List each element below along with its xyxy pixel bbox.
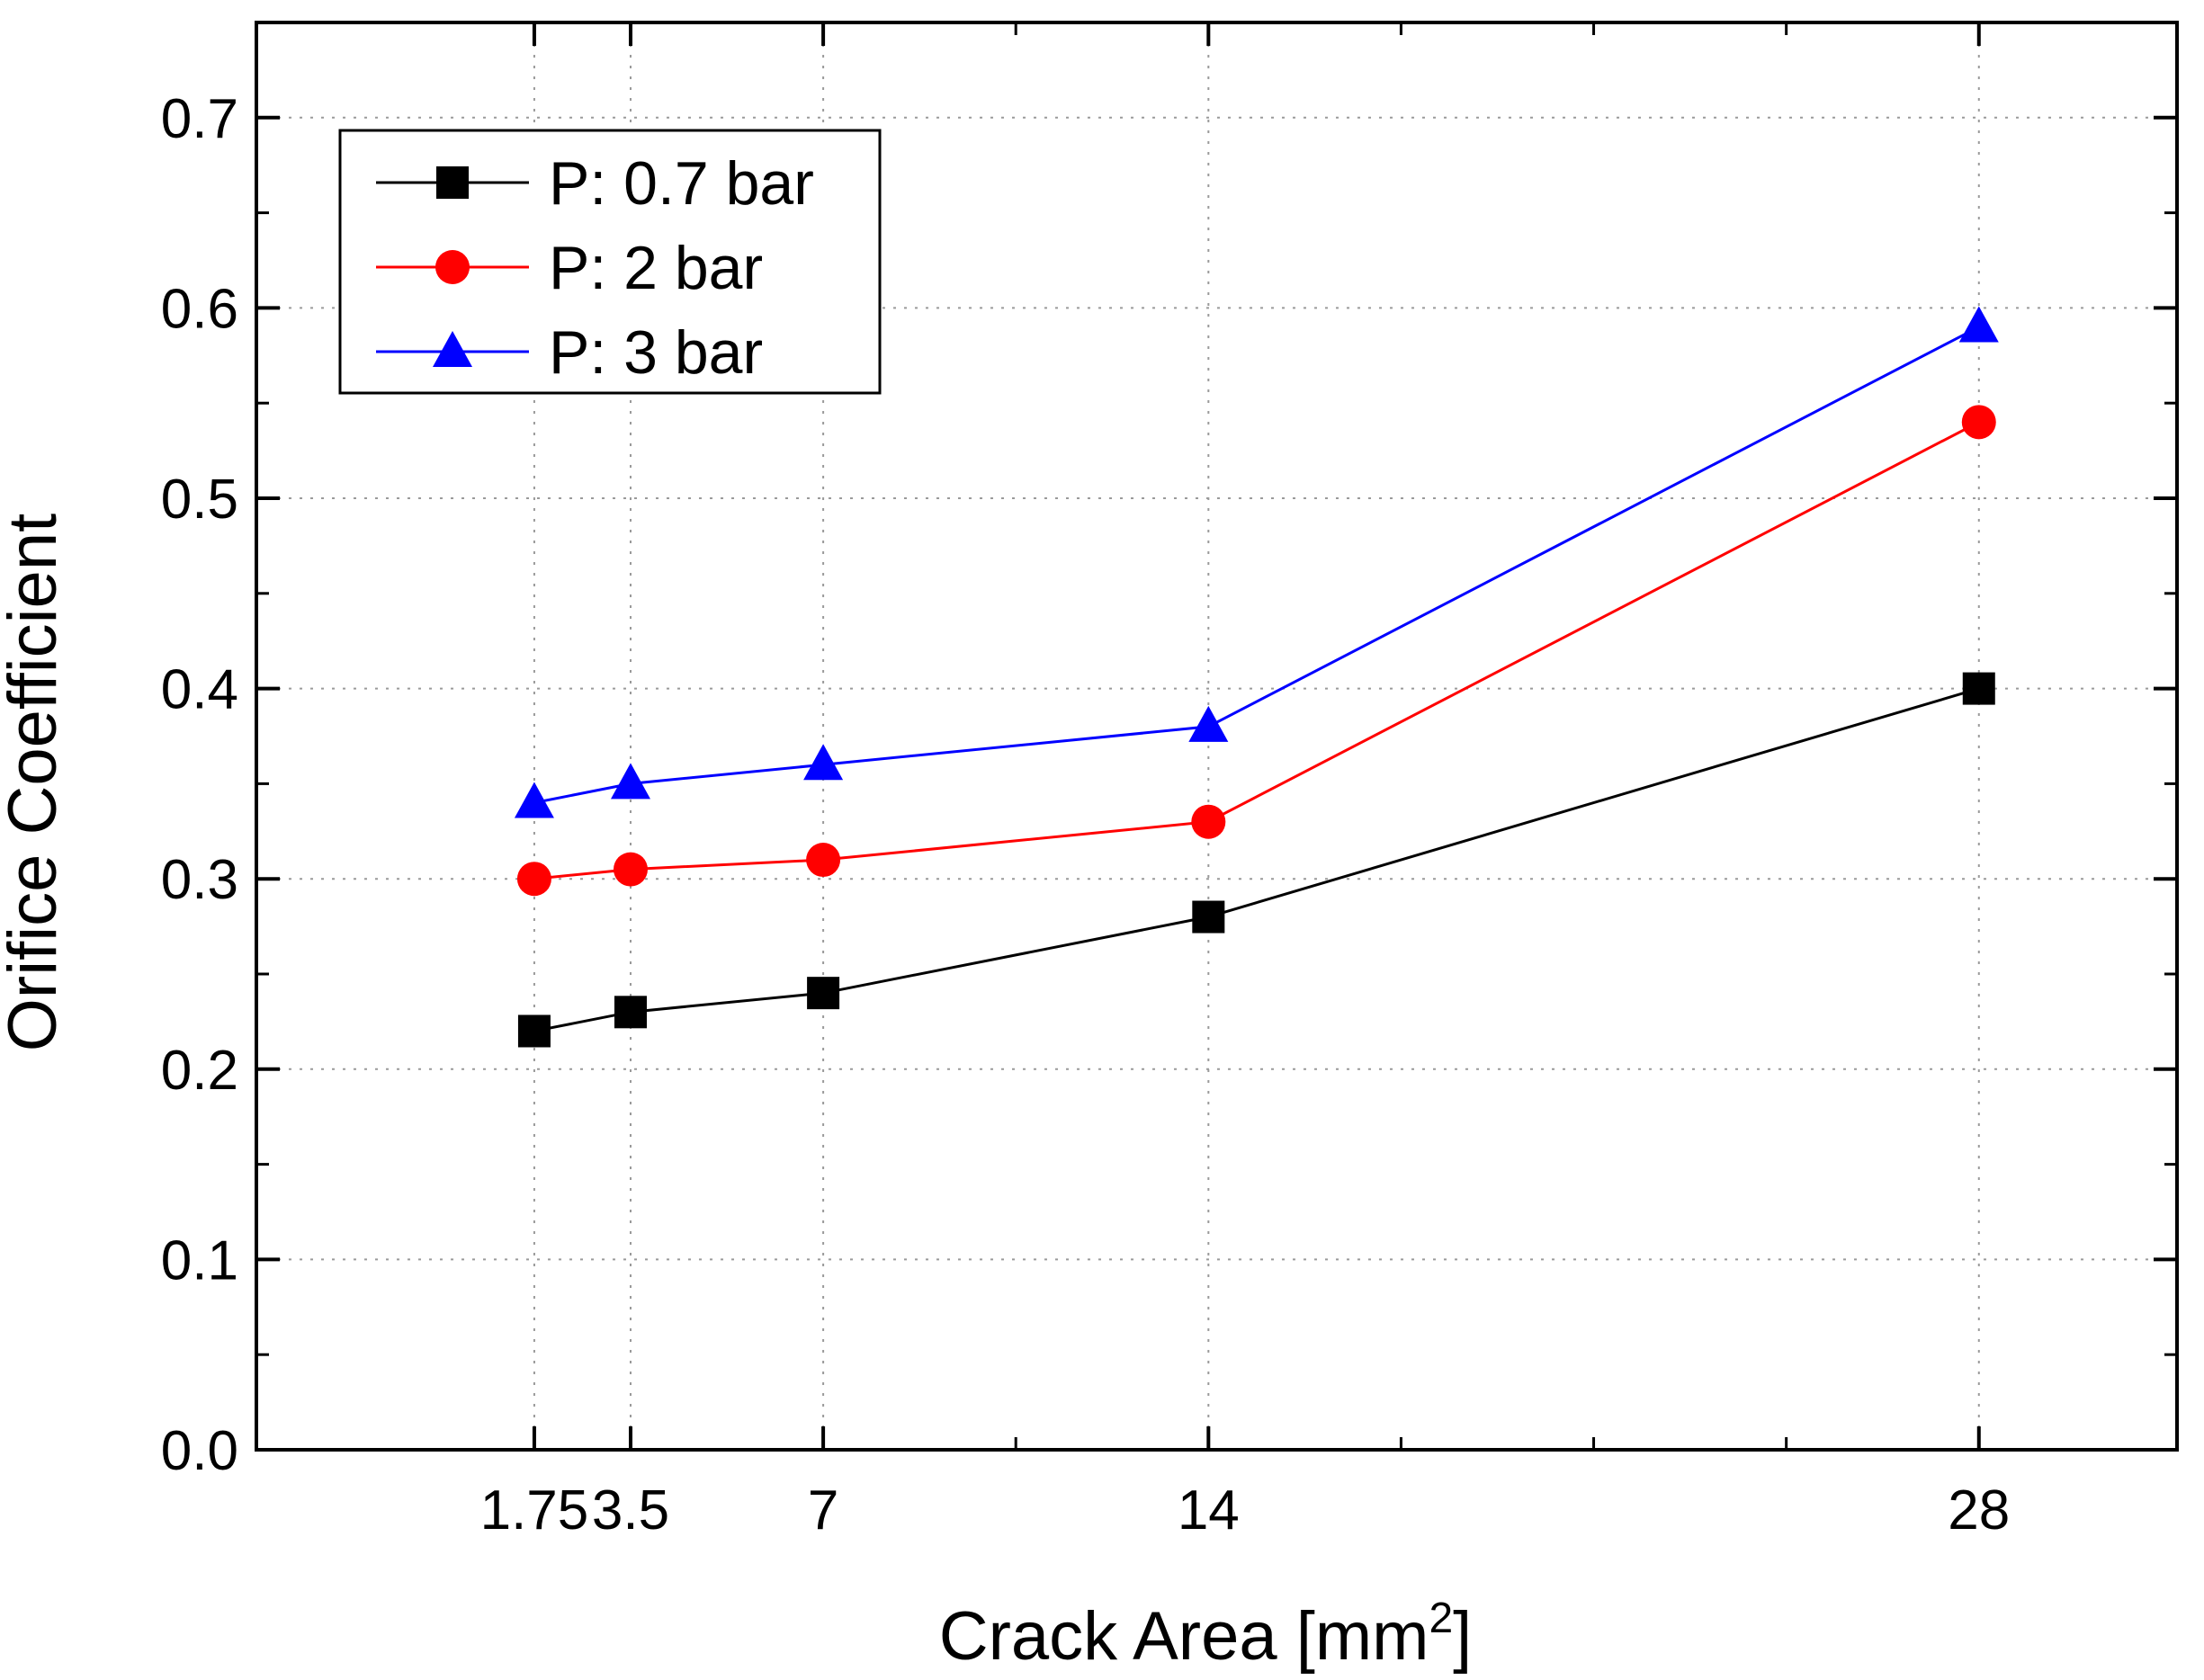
y-tick-label: 0.5 <box>161 469 238 531</box>
data-point-triangle <box>610 763 650 800</box>
y-axis-title: Orifice Coefficient <box>0 514 71 1051</box>
x-axis-title: Crack Area [mm2] <box>939 1595 1473 1675</box>
data-point-triangle <box>803 744 844 781</box>
x-axis-title-main: Crack Area [mm <box>939 1598 1429 1675</box>
data-point-circle <box>1961 405 1996 440</box>
legend-label: P: 2 bar <box>549 234 763 302</box>
x-tick-label: 28 <box>1948 1479 2010 1541</box>
data-point-triangle <box>1188 705 1229 742</box>
data-point-circle <box>806 843 841 878</box>
x-tick-label: 1.75 <box>480 1479 589 1541</box>
data-point-square <box>517 1014 551 1048</box>
y-tick-label: 0.0 <box>161 1420 238 1482</box>
data-point-circle <box>516 862 551 897</box>
data-point-square <box>614 996 647 1029</box>
data-point-square <box>807 977 840 1010</box>
legend-marker-circle <box>435 250 470 284</box>
data-point-square <box>1962 672 1995 705</box>
series-3 <box>514 306 1999 818</box>
legend-marker-square <box>436 166 469 199</box>
y-tick-label: 0.1 <box>161 1229 238 1291</box>
x-tick-label: 3.5 <box>592 1479 669 1541</box>
data-point-circle <box>1191 804 1226 839</box>
series-2 <box>516 405 1996 897</box>
legend-entry-2: P: 2 bar <box>376 234 763 302</box>
data-point-circle <box>613 852 648 887</box>
y-tick-label: 0.2 <box>161 1040 238 1102</box>
series-1 <box>517 672 1995 1048</box>
x-axis-title-superscript: 2 <box>1429 1595 1453 1642</box>
legend-label: P: 0.7 bar <box>549 149 814 218</box>
legend: P: 0.7 bar P: 2 bar P: 3 bar <box>338 129 882 395</box>
y-tick-label: 0.4 <box>161 659 238 721</box>
x-axis-title-suffix: ] <box>1453 1598 1472 1675</box>
data-point-square <box>1192 900 1225 934</box>
plot-frame <box>255 21 2179 1452</box>
legend-box <box>338 129 882 395</box>
legend-label: P: 3 bar <box>549 318 763 387</box>
tick-labels: 0.0 0.1 0.2 0.3 0.4 0.5 0.6 0.7 1.75 3.5 7 14 28 <box>161 88 2010 1541</box>
legend-entry-3: P: 3 bar <box>376 318 763 387</box>
data-point-triangle <box>514 782 554 818</box>
x-tick-label: 7 <box>808 1479 838 1541</box>
data-point-triangle <box>1958 306 1999 343</box>
data-series <box>514 306 1999 1048</box>
x-tick-label: 14 <box>1178 1479 1240 1541</box>
legend-marker-triangle <box>433 331 472 367</box>
legend-entry-1: P: 0.7 bar <box>376 149 814 218</box>
y-tick-label: 0.7 <box>161 88 238 150</box>
y-tick-label: 0.3 <box>161 849 238 911</box>
y-tick-label: 0.6 <box>161 278 238 340</box>
